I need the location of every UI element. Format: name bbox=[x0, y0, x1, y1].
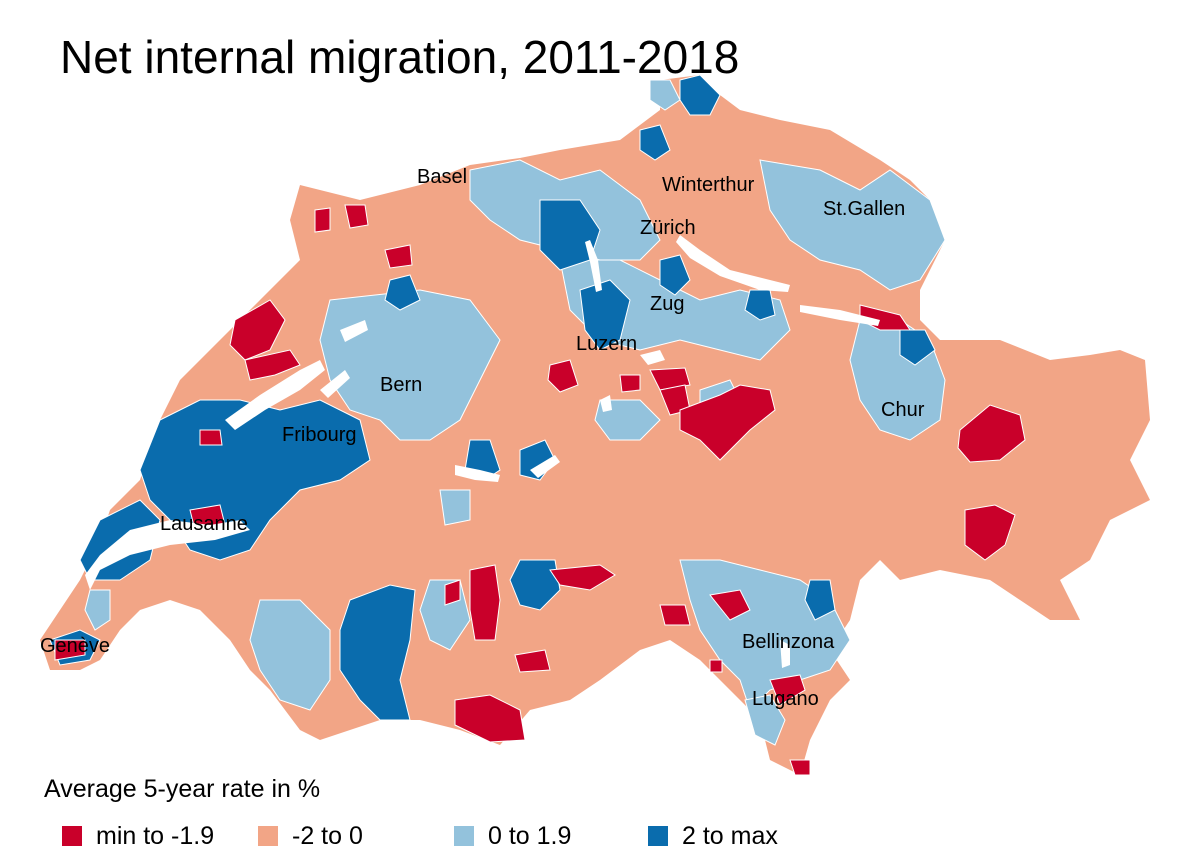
legend-swatch bbox=[648, 826, 668, 846]
city-label-bern: Bern bbox=[380, 374, 422, 396]
city-label-chur: Chur bbox=[881, 399, 925, 421]
legend-swatch bbox=[258, 826, 278, 846]
city-label-fribourg: Fribourg bbox=[282, 424, 356, 446]
city-label-basel: Basel bbox=[417, 166, 467, 188]
legend-swatch bbox=[454, 826, 474, 846]
city-label-geneve: Genève bbox=[40, 635, 110, 657]
legend-item-2-to-max: 2 to max bbox=[648, 822, 778, 850]
legend-label: 0 to 1.9 bbox=[488, 821, 572, 850]
legend-item-neg-2-to-0: -2 to 0 bbox=[258, 822, 363, 850]
map-title: Net internal migration, 2011-2018 bbox=[60, 31, 740, 83]
legend-swatch bbox=[62, 826, 82, 846]
legend-label: 2 to max bbox=[682, 821, 778, 850]
city-label-winterthur: Winterthur bbox=[662, 174, 755, 196]
city-label-zug: Zug bbox=[650, 293, 684, 315]
city-label-lugano: Lugano bbox=[752, 688, 819, 710]
regions-red bbox=[54, 204, 1026, 776]
city-label-lausanne: Lausanne bbox=[160, 513, 248, 535]
city-label-luzern: Luzern bbox=[576, 333, 637, 355]
legend-item-0-to-1-9: 0 to 1.9 bbox=[454, 822, 571, 850]
legend-item-min-to-neg-1-9: min to -1.9 bbox=[62, 822, 214, 850]
city-label-stgallen: St.Gallen bbox=[823, 198, 905, 220]
legend-title: Average 5-year rate in % bbox=[44, 775, 321, 803]
lakes bbox=[85, 235, 880, 668]
legend-label: -2 to 0 bbox=[292, 821, 363, 850]
city-label-zurich: Zürich bbox=[640, 217, 696, 239]
city-label-bellinzona: Bellinzona bbox=[742, 631, 835, 653]
legend-label: min to -1.9 bbox=[96, 821, 215, 850]
city-labels: Basel Winterthur St.Gallen Zürich Zug Lu… bbox=[40, 166, 925, 710]
regions-light-blue bbox=[84, 79, 946, 746]
